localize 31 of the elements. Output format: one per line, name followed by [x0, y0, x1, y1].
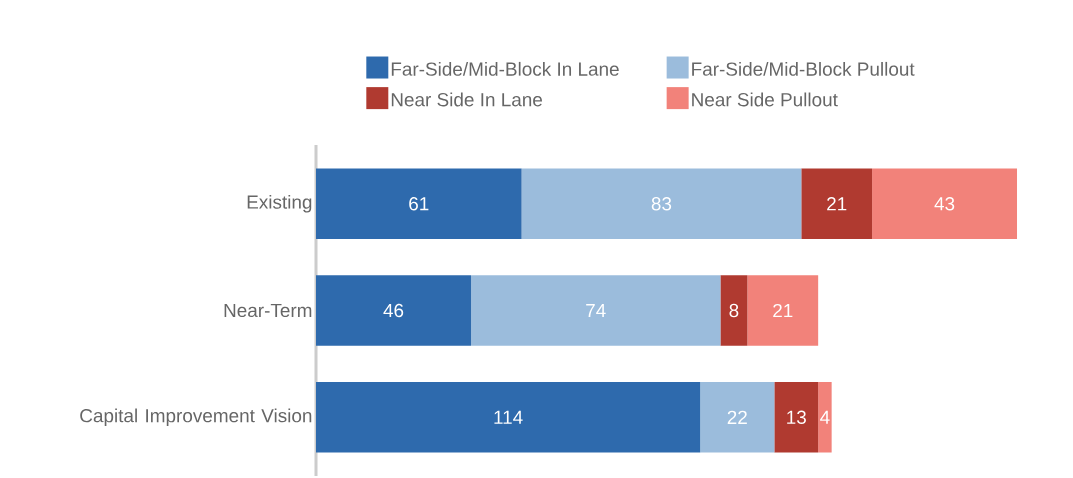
legend-label: Far-Side/Mid-Block Pullout: [692, 62, 915, 77]
bar: [818, 382, 832, 453]
bar: [700, 382, 775, 453]
data-label: 83: [651, 197, 672, 211]
data-label: 114: [494, 411, 523, 425]
y-tick-label: Existing: [247, 195, 312, 213]
data-label: 21: [773, 304, 793, 318]
data-label: 22: [727, 410, 747, 425]
data-label: 43: [934, 197, 955, 211]
data-label: 74: [586, 304, 606, 318]
legend-label: Far-Side/Mid-Block In Lane: [391, 62, 619, 77]
data-label: 46: [383, 304, 404, 318]
bar: [316, 275, 472, 346]
data-label: 13: [787, 410, 806, 425]
data-label: 4: [820, 411, 830, 425]
y-tick-label: Capital Improvement Vision: [80, 408, 312, 427]
legend-label: Near Side In Lane: [391, 92, 543, 107]
y-tick-label: Near-Term: [224, 304, 312, 318]
bar: [801, 168, 873, 240]
data-label: 61: [409, 197, 429, 211]
bar: [720, 275, 748, 346]
bar: [774, 382, 819, 453]
bar: [872, 168, 1018, 240]
data-label: 21: [827, 197, 847, 211]
bar: [747, 275, 819, 346]
bar: [521, 168, 802, 240]
bar: [316, 382, 701, 453]
data-label: 8: [729, 304, 739, 318]
bar: [316, 168, 522, 240]
legend-label: Near Side Pullout: [692, 92, 838, 107]
bar: [471, 275, 721, 346]
